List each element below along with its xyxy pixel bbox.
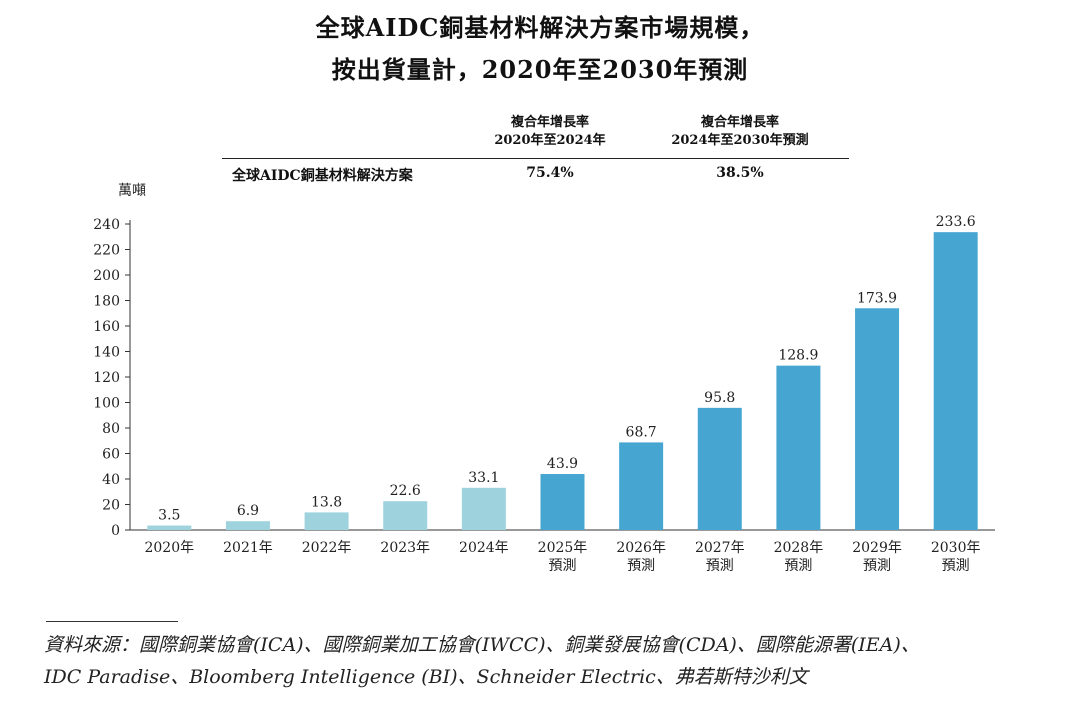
data-label: 233.6 xyxy=(936,214,976,230)
bar-2023年 xyxy=(383,501,428,530)
bar-2024年 xyxy=(461,487,506,530)
bar-2022年 xyxy=(304,512,349,530)
y-tick-label: 220 xyxy=(93,243,120,259)
cagr-header-period: 2024年至2030年預測 xyxy=(671,133,809,148)
cagr-header-2020-2024: 複合年增長率 2020年至2024年 xyxy=(470,114,630,150)
source-divider xyxy=(46,621,178,622)
x-tick-label: 2024年 xyxy=(459,540,509,556)
x-tick-forecast-label: 預測 xyxy=(706,558,734,574)
bar-2029年 xyxy=(855,308,900,530)
bar-2027年 xyxy=(697,407,742,530)
bar-2026年 xyxy=(619,442,664,530)
x-tick-label: 2028年 xyxy=(774,540,824,556)
source-note-line1: 資料來源：國際銅業協會(ICA)、國際銅業加工協會(IWCC)、銅業發展協會(C… xyxy=(44,634,920,656)
y-tick-label: 180 xyxy=(93,294,120,310)
y-tick-label: 160 xyxy=(93,319,120,335)
y-tick-label: 60 xyxy=(102,447,120,463)
x-tick-label: 2029年 xyxy=(852,540,902,556)
bar-2025年 xyxy=(540,474,585,530)
y-tick-label: 240 xyxy=(93,217,120,233)
cagr-header-label: 複合年增長率 xyxy=(700,115,779,130)
bar-2020年 xyxy=(147,525,192,530)
x-tick-forecast-label: 預測 xyxy=(863,558,891,574)
y-tick-label: 200 xyxy=(93,268,120,284)
data-label: 95.8 xyxy=(704,390,735,406)
cagr-header-period: 2020年至2024年 xyxy=(494,133,606,148)
y-tick-label: 100 xyxy=(93,396,120,412)
y-tick-label: 20 xyxy=(102,498,120,514)
bar-2028年 xyxy=(776,365,821,530)
data-label: 3.5 xyxy=(158,508,180,524)
x-tick-label: 2023年 xyxy=(380,540,430,556)
y-tick-label: 0 xyxy=(111,523,120,539)
data-label: 43.9 xyxy=(547,456,578,472)
y-tick-label: 80 xyxy=(102,421,120,437)
x-tick-forecast-label: 預測 xyxy=(784,558,812,574)
bar-2030年 xyxy=(933,232,978,530)
data-label: 68.7 xyxy=(626,424,657,440)
cagr-value-2020-2024: 75.4% xyxy=(526,165,574,181)
cagr-row-label: 全球AIDC銅基材料解決方案 xyxy=(232,168,413,184)
x-tick-label: 2021年 xyxy=(223,540,273,556)
data-label: 128.9 xyxy=(778,348,818,364)
x-tick-label: 2022年 xyxy=(302,540,352,556)
x-tick-label: 2020年 xyxy=(144,540,194,556)
chart-title-line2: 按出貨量計，2020年至2030年預測 xyxy=(331,55,749,84)
y-axis-unit-label: 萬噸 xyxy=(118,183,146,199)
x-tick-label: 2026年 xyxy=(616,540,666,556)
x-tick-forecast-label: 預測 xyxy=(627,558,655,574)
x-tick-label: 2030年 xyxy=(931,540,981,556)
data-label: 6.9 xyxy=(237,503,259,519)
data-label: 33.1 xyxy=(468,470,499,486)
x-tick-forecast-label: 預測 xyxy=(942,558,970,574)
data-label: 22.6 xyxy=(390,483,421,499)
bar-2021年 xyxy=(225,521,270,530)
x-tick-forecast-label: 預測 xyxy=(549,558,577,574)
chart-title-line1: 全球AIDC銅基材料解決方案市場規模， xyxy=(315,13,765,42)
x-tick-label: 2027年 xyxy=(695,540,745,556)
y-tick-label: 120 xyxy=(93,370,120,386)
cagr-header-2024-2030: 複合年增長率 2024年至2030年預測 xyxy=(650,114,830,150)
y-tick-label: 40 xyxy=(102,472,120,488)
x-tick-label: 2025年 xyxy=(538,540,588,556)
data-label: 13.8 xyxy=(311,494,342,510)
data-label: 173.9 xyxy=(857,290,897,306)
cagr-table-rule xyxy=(222,158,849,159)
y-tick-label: 140 xyxy=(93,345,120,361)
cagr-header-label: 複合年增長率 xyxy=(510,115,589,130)
cagr-value-2024-2030: 38.5% xyxy=(716,165,764,181)
source-note-line2: IDC Paradise、Bloomberg Intelligence (BI)… xyxy=(44,666,808,688)
